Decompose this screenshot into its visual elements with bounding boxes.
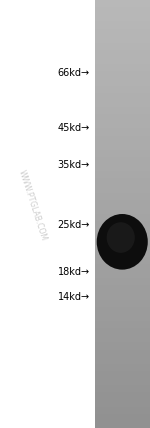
Bar	[94, 214, 150, 221]
Bar	[94, 321, 150, 328]
Bar	[94, 407, 150, 414]
Bar	[94, 285, 150, 292]
Bar	[94, 7, 150, 14]
Bar	[94, 421, 150, 428]
Bar	[94, 300, 150, 307]
Bar	[94, 57, 150, 64]
Bar	[94, 200, 150, 207]
Bar	[94, 0, 150, 7]
Bar	[94, 71, 150, 78]
Bar	[94, 414, 150, 421]
Bar	[94, 314, 150, 321]
Bar	[94, 342, 150, 350]
Bar	[94, 29, 150, 36]
Text: 35kd→: 35kd→	[58, 160, 90, 170]
Bar	[94, 43, 150, 50]
Bar	[94, 178, 150, 185]
Bar	[94, 385, 150, 392]
Bar	[94, 164, 150, 171]
Bar	[94, 100, 150, 107]
Bar	[94, 86, 150, 93]
Text: 14kd→: 14kd→	[58, 292, 90, 303]
Bar	[94, 14, 150, 21]
Bar	[94, 50, 150, 57]
Bar	[94, 121, 150, 128]
Bar	[94, 185, 150, 193]
Bar	[94, 221, 150, 228]
Bar	[94, 157, 150, 164]
Bar	[94, 378, 150, 385]
Bar	[94, 271, 150, 278]
Bar	[94, 278, 150, 285]
Bar	[94, 250, 150, 257]
Bar	[94, 350, 150, 357]
Text: 45kd→: 45kd→	[58, 123, 90, 134]
Bar	[94, 392, 150, 399]
Bar	[94, 243, 150, 250]
Bar	[94, 36, 150, 43]
Bar	[94, 235, 150, 243]
Bar	[94, 78, 150, 86]
Bar	[94, 21, 150, 29]
Bar	[94, 150, 150, 157]
Bar	[94, 335, 150, 342]
Bar	[94, 399, 150, 407]
Text: 25kd→: 25kd→	[58, 220, 90, 230]
Text: 18kd→: 18kd→	[58, 267, 90, 277]
Bar	[94, 307, 150, 314]
Bar	[94, 193, 150, 200]
Text: WWW.PTGLAB.COM: WWW.PTGLAB.COM	[17, 169, 49, 242]
Bar	[94, 364, 150, 371]
Bar	[94, 171, 150, 178]
Ellipse shape	[107, 222, 135, 253]
Bar	[94, 107, 150, 114]
Bar	[94, 207, 150, 214]
Bar	[94, 357, 150, 364]
Bar	[94, 257, 150, 264]
Text: 66kd→: 66kd→	[58, 68, 90, 78]
Bar	[94, 114, 150, 121]
Bar	[94, 228, 150, 235]
Bar	[94, 64, 150, 71]
Bar	[94, 292, 150, 300]
Bar	[94, 136, 150, 143]
Bar	[94, 371, 150, 378]
Bar	[94, 128, 150, 136]
Bar	[94, 264, 150, 271]
Ellipse shape	[97, 214, 148, 270]
Bar	[94, 143, 150, 150]
Bar	[94, 93, 150, 100]
Bar	[94, 328, 150, 335]
